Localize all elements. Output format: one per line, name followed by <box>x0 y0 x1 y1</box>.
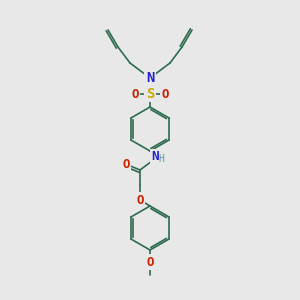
Text: O: O <box>161 88 169 100</box>
Text: O: O <box>122 158 130 170</box>
Text: N: N <box>146 71 154 85</box>
Text: N: N <box>151 151 159 164</box>
Text: O: O <box>131 88 139 100</box>
Text: S: S <box>146 87 154 101</box>
Text: O: O <box>146 256 154 268</box>
Text: O: O <box>136 194 144 206</box>
Text: H: H <box>158 154 164 164</box>
